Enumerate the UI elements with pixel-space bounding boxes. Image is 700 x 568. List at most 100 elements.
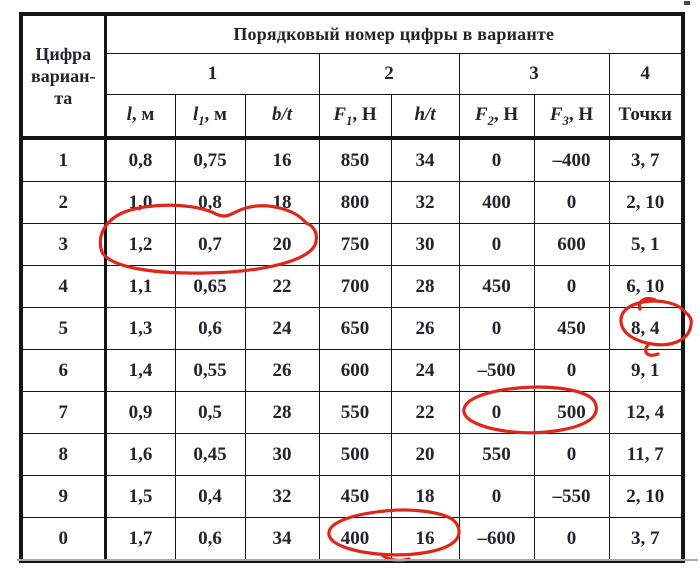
table-row: 6 1,4 0,55 26 600 24 –500 0 9, 1	[20, 349, 684, 392]
table-cell: 24	[390, 349, 460, 392]
table-cell: 750	[318, 223, 392, 266]
table-cell: 26	[390, 307, 460, 350]
variant-table: Цифра вариан- та Порядковый номер цифры …	[19, 12, 685, 563]
table-cell: –500	[458, 349, 535, 392]
table-cell: 16	[244, 137, 320, 182]
group-header-4: 4	[608, 52, 684, 95]
table-cell: 0	[458, 391, 535, 434]
scan-speck	[684, 1, 690, 5]
col-header-f3: F3, Н	[533, 93, 610, 140]
table-cell: 1,0	[104, 181, 176, 224]
table-row: 1 0,8 0,75 16 850 34 0 –400 3, 7	[20, 137, 684, 182]
col-header-l: l, м	[104, 93, 176, 140]
table-cell: 0	[458, 475, 535, 518]
table-cell: 0,8	[104, 137, 176, 182]
table-cell: 2, 10	[608, 181, 684, 224]
table-cell: 1,2	[104, 223, 176, 266]
table-cell: 450	[458, 265, 535, 308]
table-cell: 26	[244, 349, 320, 392]
variant-digit: 4	[20, 265, 107, 308]
col-header-ht: h/t	[390, 93, 460, 140]
table-cell: 3, 7	[608, 517, 684, 562]
table-cell: 400	[458, 181, 535, 224]
table-cell: 3, 7	[608, 137, 684, 182]
table-cell: 16	[390, 517, 460, 562]
table-cell: 18	[390, 475, 460, 518]
table-cell: 800	[318, 181, 392, 224]
table-cell: 8, 4	[608, 307, 684, 350]
table-cell: 5, 1	[608, 223, 684, 266]
table-cell: 30	[390, 223, 460, 266]
variant-digit: 0	[20, 517, 107, 562]
table-cell: 6, 10	[608, 265, 684, 308]
table-title: Порядковый номер цифры в варианте	[104, 13, 684, 54]
table-cell: 30	[244, 433, 320, 476]
table-row: 5 1,3 0,6 24 650 26 0 450 8, 4	[20, 307, 684, 350]
variant-digit: 3	[20, 223, 107, 266]
table-cell: 0	[458, 137, 535, 182]
col-header-bt: b/t	[244, 93, 320, 140]
table-cell: 550	[458, 433, 535, 476]
table-cell: 20	[244, 223, 320, 266]
table-cell: 34	[244, 517, 320, 562]
table-cell: 0,6	[174, 307, 246, 350]
table-cell: 450	[318, 475, 392, 518]
table-cell: 24	[244, 307, 320, 350]
table-cell: 9, 1	[608, 349, 684, 392]
table-cell: 0	[458, 307, 535, 350]
corner-header: Цифра вариан- та	[20, 13, 107, 140]
table-cell: 450	[533, 307, 610, 350]
table-cell: 550	[318, 391, 392, 434]
table-cell: 28	[390, 265, 460, 308]
table-cell: 850	[318, 137, 392, 182]
table-row: 0 1,7 0,6 34 400 16 –600 0 3, 7	[20, 517, 684, 562]
table-cell: 0,7	[174, 223, 246, 266]
table-cell: 0,4	[174, 475, 246, 518]
table-cell: 650	[318, 307, 392, 350]
page-rule	[17, 559, 698, 561]
table-cell: 0	[533, 349, 610, 392]
table-cell: 18	[244, 181, 320, 224]
group-header-3: 3	[458, 52, 610, 95]
table-cell: 28	[244, 391, 320, 434]
table-cell: 0,55	[174, 349, 246, 392]
table-cell: 0	[533, 517, 610, 562]
table-cell: 0,45	[174, 433, 246, 476]
table-cell: 600	[533, 223, 610, 266]
table-cell: 11, 7	[608, 433, 684, 476]
table-row: 3 1,2 0,7 20 750 30 0 600 5, 1	[20, 223, 684, 266]
table-cell: 1,6	[104, 433, 176, 476]
table-cell: 0,65	[174, 265, 246, 308]
group-header-2: 2	[318, 52, 460, 95]
table-cell: 1,7	[104, 517, 176, 562]
table-cell: 400	[318, 517, 392, 562]
table-row: 7 0,9 0,5 28 550 22 0 500 12, 4	[20, 391, 684, 434]
variant-digit: 2	[20, 181, 107, 224]
table-row: 2 1,0 0,8 18 800 32 400 0 2, 10	[20, 181, 684, 224]
table-cell: 0	[458, 223, 535, 266]
table-cell: 500	[318, 433, 392, 476]
table-cell: 22	[244, 265, 320, 308]
table-body: 1 0,8 0,75 16 850 34 0 –400 3, 7 2 1,0 0,8 18 800 32 40…	[20, 137, 684, 562]
table-cell: –400	[533, 137, 610, 182]
table-cell: 1,4	[104, 349, 176, 392]
table-cell: 2, 10	[608, 475, 684, 518]
variant-digit: 8	[20, 433, 107, 476]
col-header-f1: F1, Н	[318, 93, 392, 140]
variant-digit: 1	[20, 137, 107, 182]
col-header-l1: l1, м	[174, 93, 246, 140]
group-header-1: 1	[104, 52, 320, 95]
table-cell: 22	[390, 391, 460, 434]
table-cell: 20	[390, 433, 460, 476]
table-cell: 0,9	[104, 391, 176, 434]
table-cell: 32	[244, 475, 320, 518]
variant-digit: 5	[20, 307, 107, 350]
variant-digit: 6	[20, 349, 107, 392]
table-row: 8 1,6 0,45 30 500 20 550 0 11, 7	[20, 433, 684, 476]
variant-digit: 9	[20, 475, 107, 518]
col-header-f2: F2, Н	[458, 93, 535, 140]
table-cell: 0	[533, 433, 610, 476]
table-cell: 0,8	[174, 181, 246, 224]
col-header-points: Точки	[608, 93, 684, 140]
